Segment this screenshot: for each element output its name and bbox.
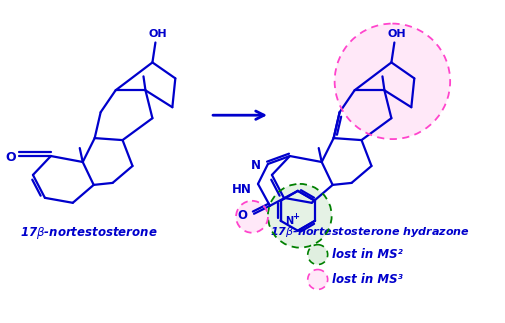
Circle shape	[236, 201, 268, 233]
Circle shape	[308, 269, 328, 289]
Text: +: +	[292, 212, 299, 221]
Text: OH: OH	[148, 28, 167, 38]
Circle shape	[268, 184, 332, 248]
Text: O: O	[237, 209, 247, 222]
Text: 17$\beta$-nortestosterone: 17$\beta$-nortestosterone	[20, 225, 158, 241]
Text: OH: OH	[387, 28, 406, 38]
Text: 17$\beta$-nortestosterone hydrazone: 17$\beta$-nortestosterone hydrazone	[270, 225, 470, 239]
Text: N: N	[251, 160, 261, 172]
Text: lost in MS²: lost in MS²	[332, 248, 402, 261]
Circle shape	[308, 245, 328, 265]
Text: O: O	[6, 151, 16, 163]
Circle shape	[335, 24, 450, 139]
Text: N: N	[285, 216, 294, 226]
Text: HN: HN	[232, 183, 252, 196]
Text: lost in MS³: lost in MS³	[332, 273, 402, 286]
